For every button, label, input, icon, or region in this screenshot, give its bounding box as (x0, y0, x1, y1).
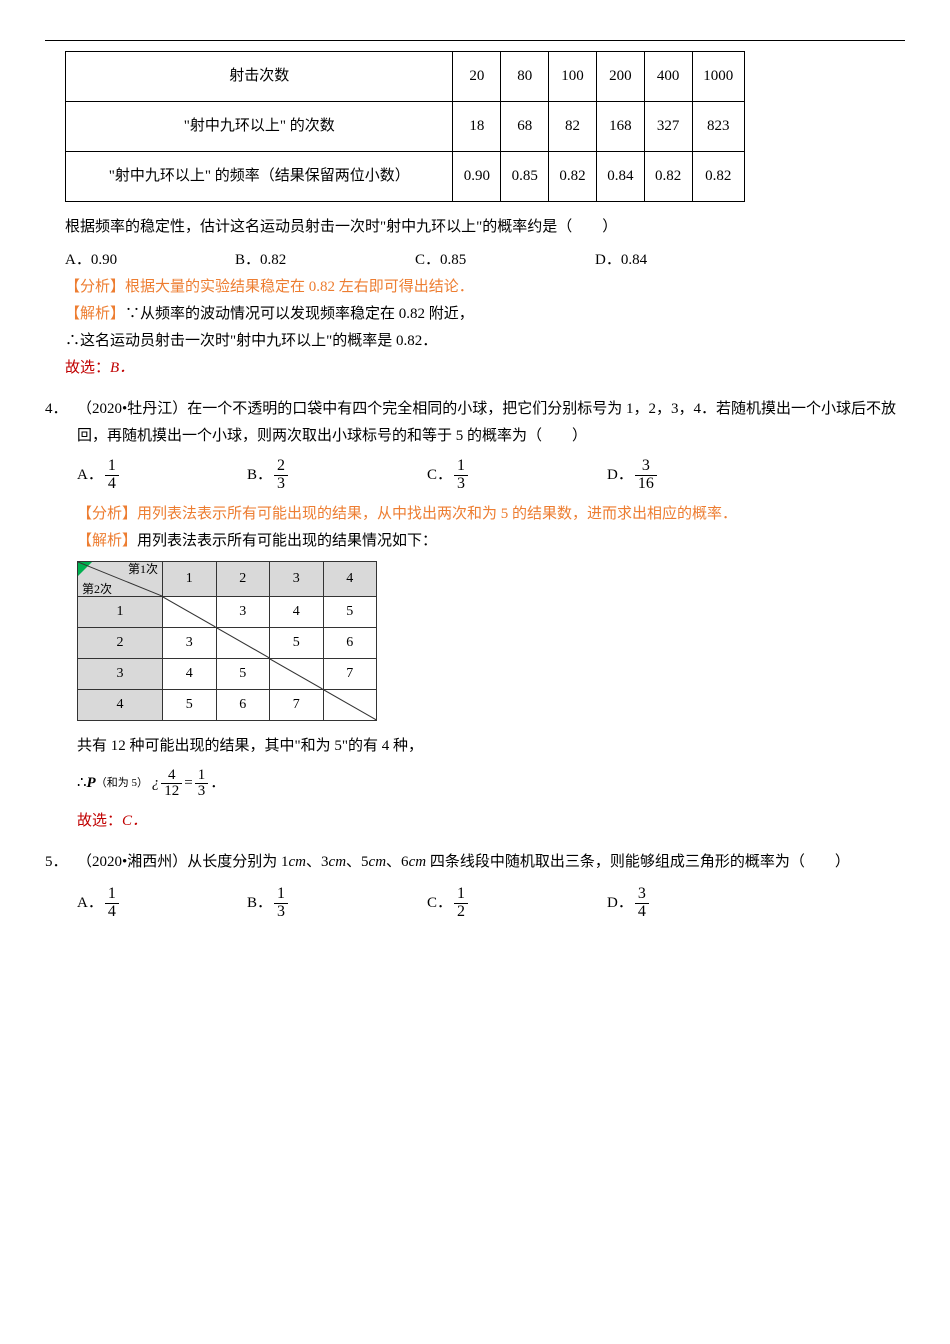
opt-b: B．13 (247, 886, 427, 921)
empty-cell (323, 689, 377, 720)
row-label-freq: "射中九环以上" 的频率（结果保留两位小数） (66, 152, 453, 202)
q5-options: A．14 B．13 C．12 D．34 (77, 886, 905, 921)
q4-post-table: 共有 12 种可能出现的结果，其中"和为 5"的有 4 种， (77, 733, 905, 760)
shooting-data-table: 射击次数 20 80 100 200 400 1000 "射中九环以上" 的次数… (65, 51, 745, 202)
opt-a: A．14 (77, 886, 247, 921)
cell: 18 (453, 102, 501, 152)
opt-b: B．0.82 (235, 247, 415, 274)
q4-options: A．14 B．23 C．13 D．316 (77, 458, 905, 493)
q3-solution-2: ∴这名运动员射击一次时"射中九环以上"的概率是 0.82． (65, 328, 905, 355)
opt-b: B．23 (247, 458, 427, 493)
col-head: 2 (216, 561, 270, 596)
opt-d: D．34 (607, 886, 767, 921)
empty-cell (163, 596, 217, 627)
cell: 0.82 (549, 152, 597, 202)
q4-prob-expr: ∴ P （和为 5） ¿ 412 = 13 ． (77, 768, 905, 801)
cell: 80 (501, 52, 549, 102)
opt-c: C．13 (427, 458, 607, 493)
cell: 3 (216, 596, 270, 627)
row-head: 2 (78, 627, 163, 658)
cell: 5 (216, 658, 270, 689)
outcome-table: 第1次 第2次 1 2 3 4 1 3 4 5 (77, 561, 377, 721)
row-label-hits: "射中九环以上" 的次数 (66, 102, 453, 152)
cell: 823 (692, 102, 744, 152)
cell: 5 (163, 689, 217, 720)
cell: 168 (596, 102, 644, 152)
opt-a: A．14 (77, 458, 247, 493)
cell: 4 (163, 658, 217, 689)
cell: 1000 (692, 52, 744, 102)
cell: 0.82 (644, 152, 692, 202)
row-head: 1 (78, 596, 163, 627)
row-label-shots: 射击次数 (66, 52, 453, 102)
cell: 20 (453, 52, 501, 102)
row-head: 3 (78, 658, 163, 689)
cell: 0.90 (453, 152, 501, 202)
q4-answer: 故选：C． (77, 808, 905, 835)
empty-cell (270, 658, 324, 689)
cell: 5 (323, 596, 377, 627)
cell: 82 (549, 102, 597, 152)
cell: 100 (549, 52, 597, 102)
col-head: 1 (163, 561, 217, 596)
cell: 4 (270, 596, 324, 627)
opt-d: D．316 (607, 458, 767, 493)
cell: 68 (501, 102, 549, 152)
q5: 5． （2020•湘西州）从长度分别为 1cm、3cm、5cm、6cm 四条线段… (45, 849, 905, 921)
opt-a: A．0.90 (65, 247, 235, 274)
q5-number: 5． (45, 849, 77, 876)
q3-answer: 故选：B． (65, 355, 905, 382)
col-head: 3 (270, 561, 324, 596)
q3-solution: 【解析】∵从频率的波动情况可以发现频率稳定在 0.82 附近， (65, 301, 905, 328)
cell: 0.84 (596, 152, 644, 202)
q4: 4． （2020•牡丹江）在一个不透明的口袋中有四个完全相同的小球，把它们分别标… (45, 396, 905, 835)
opt-d: D．0.84 (595, 247, 755, 274)
q4-number: 4． (45, 396, 77, 423)
cell: 5 (270, 627, 324, 658)
q3-analysis: 【分析】根据大量的实验结果稳定在 0.82 左右即可得出结论． (65, 274, 905, 301)
cell: 7 (323, 658, 377, 689)
cell: 6 (323, 627, 377, 658)
cell: 7 (270, 689, 324, 720)
cell: 400 (644, 52, 692, 102)
row-head: 4 (78, 689, 163, 720)
q5-stem: （2020•湘西州）从长度分别为 1cm、3cm、5cm、6cm 四条线段中随机… (77, 849, 905, 876)
cell: 200 (596, 52, 644, 102)
opt-c: C．0.85 (415, 247, 595, 274)
cell: 6 (216, 689, 270, 720)
cell: 0.82 (692, 152, 744, 202)
q3-options: A．0.90 B．0.82 C．0.85 D．0.84 (65, 247, 905, 274)
q4-solution-pre: 【解析】用列表法表示所有可能出现的结果情况如下： (77, 528, 905, 555)
cell: 3 (163, 627, 217, 658)
q3-question: 根据频率的稳定性，估计这名运动员射击一次时"射中九环以上"的概率约是（ ） (65, 214, 905, 241)
opt-c: C．12 (427, 886, 607, 921)
col-head: 4 (323, 561, 377, 596)
cell: 0.85 (501, 152, 549, 202)
corner-bottom: 第2次 (82, 582, 112, 596)
empty-cell (216, 627, 270, 658)
q4-stem: （2020•牡丹江）在一个不透明的口袋中有四个完全相同的小球，把它们分别标号为 … (77, 396, 905, 450)
corner-top: 第1次 (128, 562, 158, 576)
q4-analysis: 【分析】用列表法表示所有可能出现的结果，从中找出两次和为 5 的结果数，进而求出… (77, 501, 905, 528)
cell: 327 (644, 102, 692, 152)
